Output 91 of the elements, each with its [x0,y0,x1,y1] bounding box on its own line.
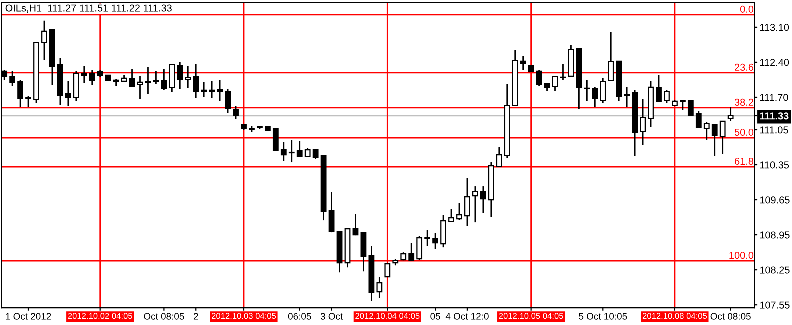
y-tick-label: 111.70 [760,94,788,102]
y-tick-label: 108.25 [760,266,790,274]
candlestick [664,89,670,104]
candlestick [584,80,590,102]
candlestick [536,69,542,87]
candlestick [720,120,726,155]
candlestick [608,32,614,82]
candlestick [26,96,32,108]
y-tick-label: 112.40 [760,59,790,66]
x-tick-label: 3 Oct [320,313,344,320]
candlestick [272,128,279,152]
x-tick-label: Oct 08:05 [710,313,751,320]
candlestick [376,276,383,299]
candlestick [296,140,303,158]
x-tick-label: 05 [430,313,440,320]
candlestick [169,64,176,94]
candlestick [89,69,96,86]
x-tick-label: 2 [194,313,198,320]
candlestick [177,62,184,90]
x-tick-label: 2012.10.03 04:05 [212,313,276,320]
candlestick [42,20,48,61]
candlestick [448,208,454,223]
candlestick [145,66,152,95]
y-tick-label: 110.35 [760,162,790,169]
candlestick [10,70,16,87]
candlestick [81,66,88,84]
x-tick-label: 1 Oct 2012 [6,313,52,320]
y-tick-label: 111.05 [760,126,788,134]
candlestick [464,177,470,227]
x-tick-label: 5 Oct 10:05 [579,313,628,320]
candlestick [129,68,136,88]
x-tick-label: 2012.10.02 04:05 [68,313,132,320]
candlestick [592,86,598,108]
candlestick [384,262,391,278]
x-tick-label: 4 Oct 12:0 [446,313,489,320]
y-tick-label: 107.55 [760,302,790,309]
text: 38.2 [734,98,754,106]
candlestick [65,80,72,107]
candlestick [161,68,168,91]
candlestick [624,86,630,108]
chart-title: OILs,H1 111.27 111.51 111.22 111.33 [6,4,172,13]
candlestick [193,63,200,99]
candlestick [728,106,734,122]
candlestick [440,214,446,248]
candlestick [312,148,319,160]
text: 50.0 [734,128,754,136]
candlestick [18,79,24,108]
candlestick [233,106,239,120]
candlestick [600,77,606,104]
y-tick-label: 109.65 [760,196,790,204]
candlestick [680,100,686,111]
x-tick-label: 2012.10.08 04:05 [642,313,708,320]
candlestick [280,142,287,162]
annotation: 100.0 [730,252,754,260]
y-tick-label: 113.10 [760,24,790,32]
candlestick [225,88,231,114]
text: 61.8 [735,158,754,166]
candlestick [552,76,558,92]
x-tick-label: 06:05 [288,313,312,320]
candlestick [137,75,144,100]
candlestick [432,232,438,250]
candlestick [704,121,710,142]
candlestick [185,65,192,89]
candlestick [209,80,216,99]
candlestick [496,146,502,168]
x-tick-label: Oct 08:05 [144,313,184,320]
candlestick [201,82,208,98]
x-tick-label: 2012.10.04 04:05 [356,313,420,320]
x-tick-label: 2012.10.05 04:05 [499,313,564,320]
y-tick-label: 111.33 [760,112,789,120]
candlestick [472,186,478,224]
candlestick [712,123,718,158]
candlestick [416,235,423,261]
candlestick [456,202,462,221]
y-tick-label: 108.95 [760,232,790,239]
candlestick [520,56,526,71]
candlestick [480,186,486,214]
candlestick [656,74,662,104]
candlestick [696,110,702,129]
candlestick [688,100,694,116]
candlestick [424,229,431,247]
text: 23.6 [735,64,754,71]
candlestick [352,213,359,236]
candlestick [288,139,295,164]
text: 0.0 [740,6,754,13]
candlestick [408,242,415,262]
candlestick [153,70,160,85]
candlestick [560,63,566,81]
candlestick [217,80,224,102]
candlestick [328,191,335,234]
candlestick [640,98,646,146]
